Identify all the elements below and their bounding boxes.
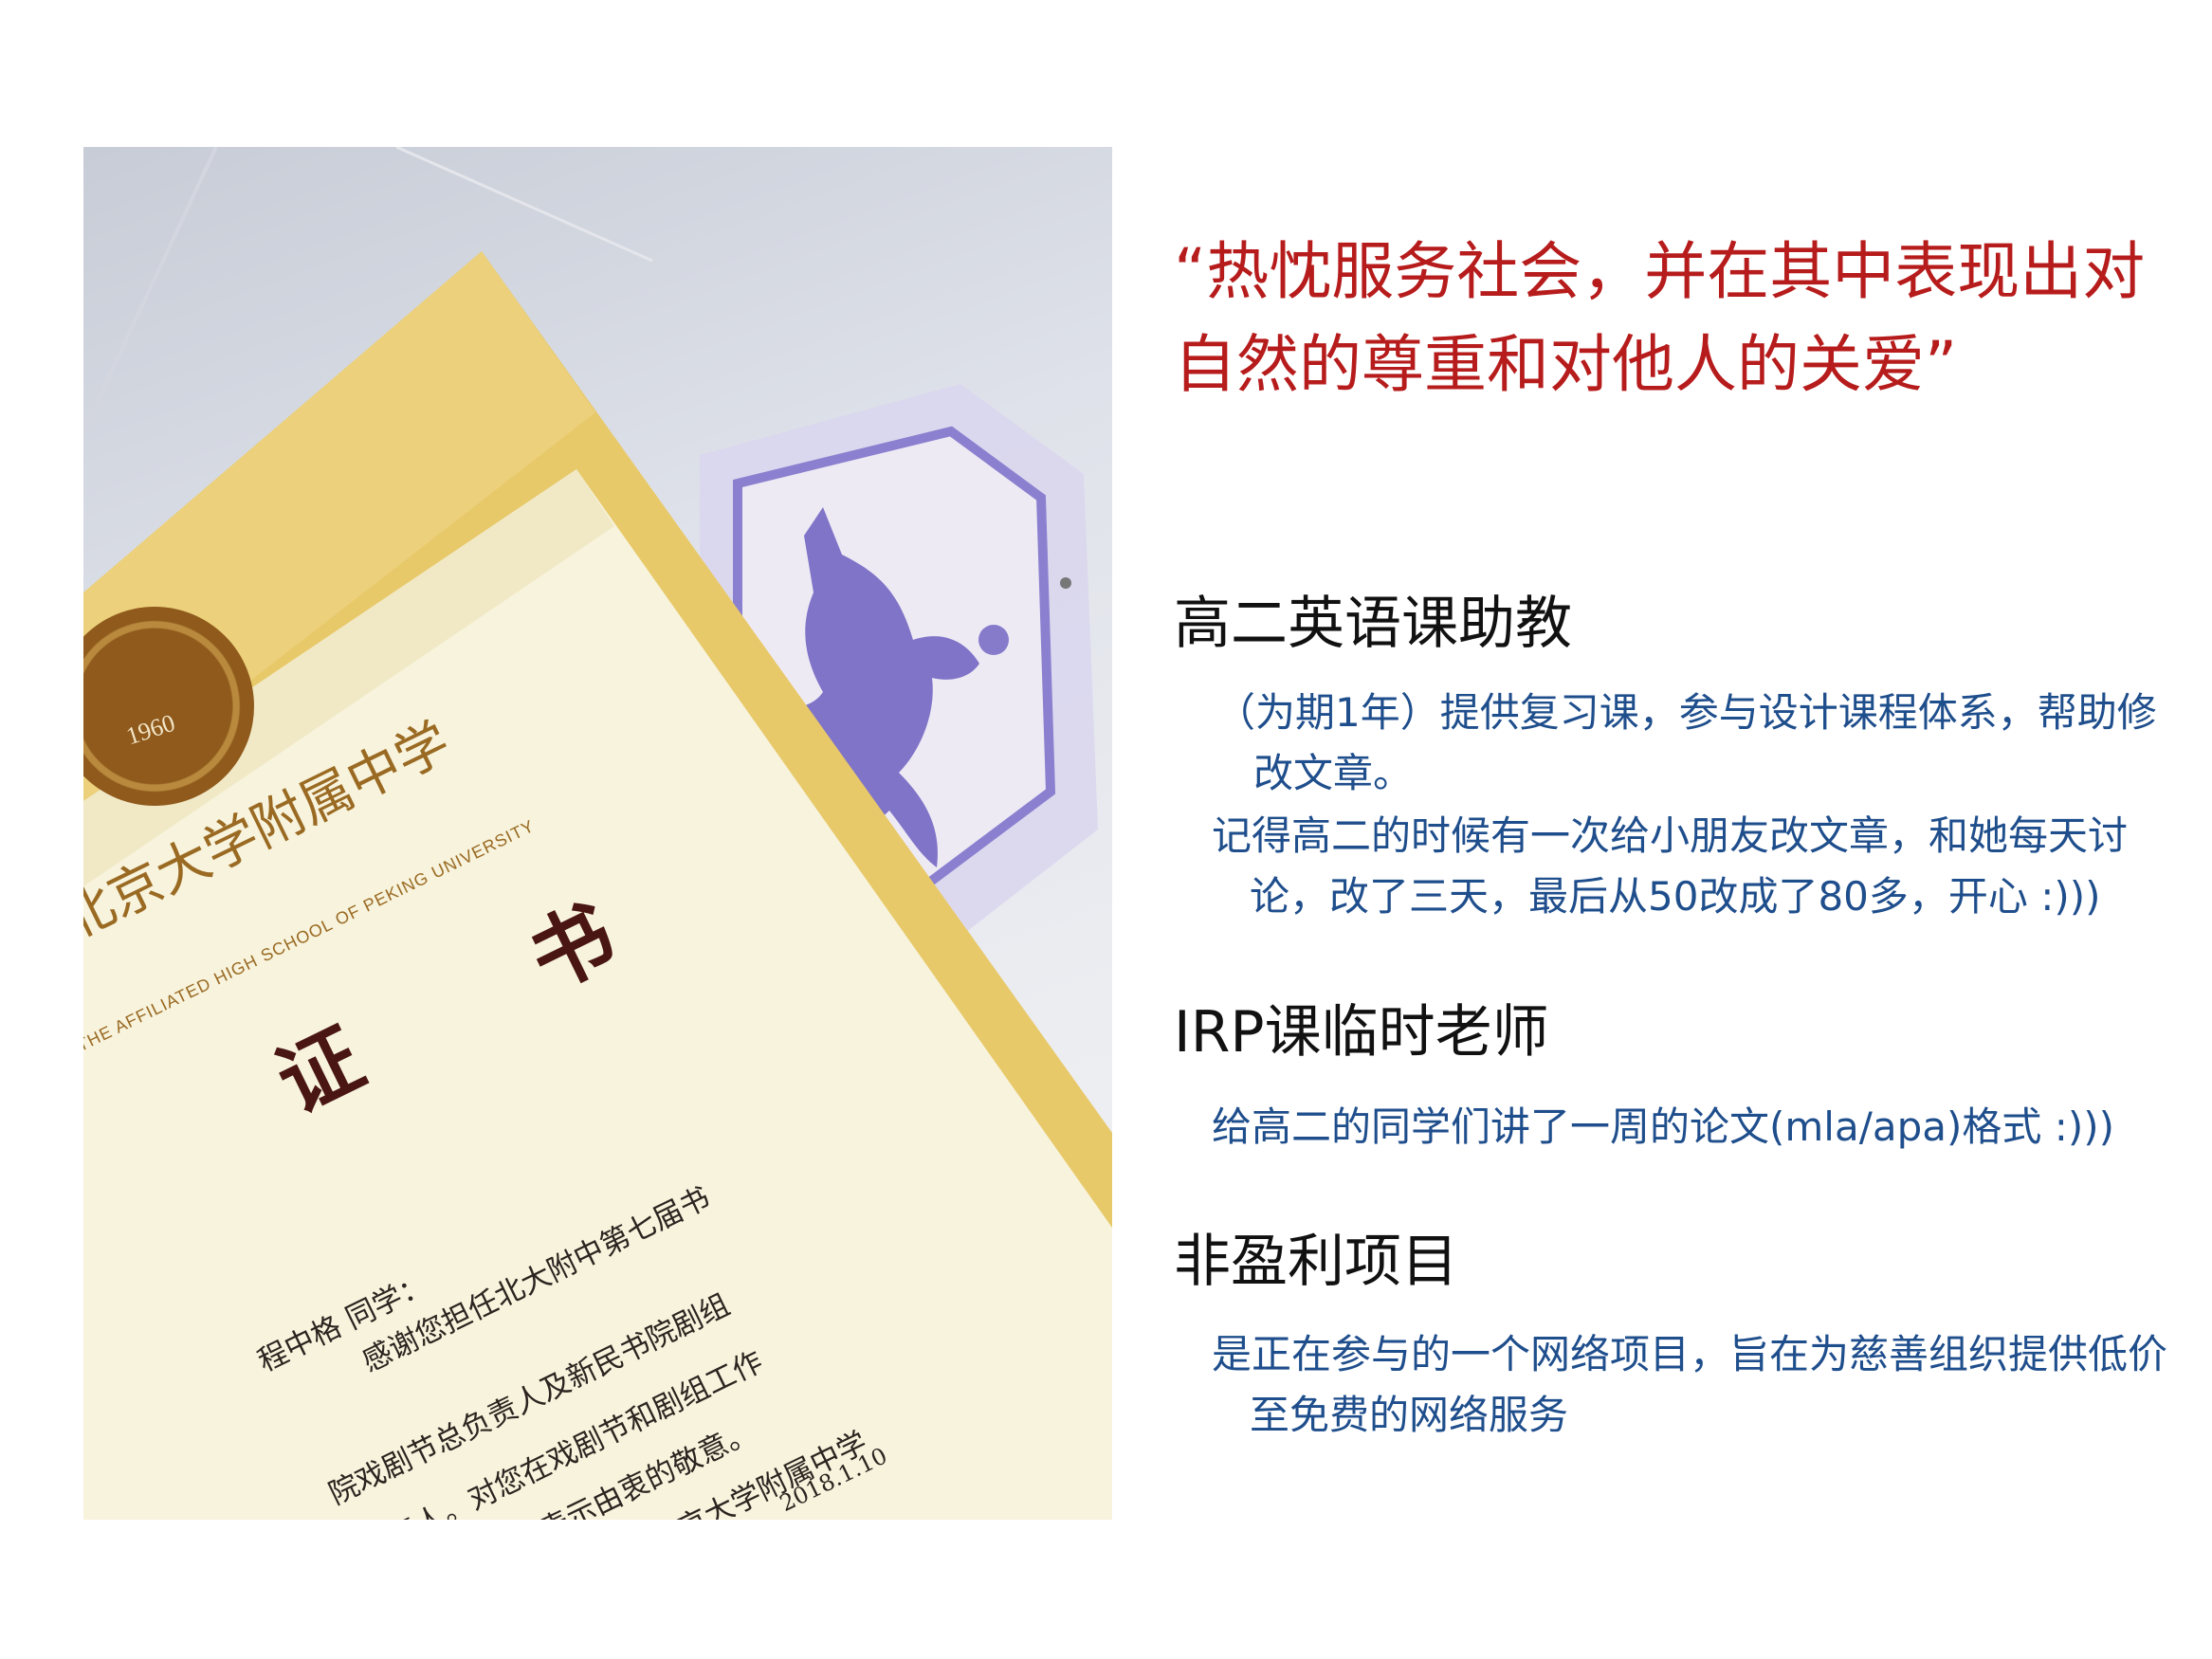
section-paragraph: 给高二的同学们讲了一周的论文(mla/apa)格式 :))) xyxy=(1212,1103,2115,1150)
highlight-quote: “热忱服务社会，并在其中表现出对自然的尊重和对他人的关爱” xyxy=(1174,235,2146,401)
photo-scene xyxy=(83,147,1112,1520)
certificate-photo: 1960 北京大学附属中学 THE AFFILIATED HIGH SCHOOL… xyxy=(83,147,1112,1520)
section-paragraph: 记得高二的时候有一次给小朋友改文章，和她每天讨论，改了三天，最后从50改成了80… xyxy=(1212,812,2129,920)
certificate-folder xyxy=(83,251,1112,1520)
section-heading-english-ta: 高二英语课助教 xyxy=(1174,591,1572,657)
section-paragraph: （为期1年）提供复习课，参与设计课程体系，帮助修改文章。 xyxy=(1216,689,2157,796)
section-heading-irp-teacher: IRP课临时老师 xyxy=(1174,999,1549,1066)
section-heading-nonprofit: 非盈利项目 xyxy=(1174,1229,1458,1295)
section-paragraph: 是正在参与的一个网络项目，旨在为慈善组织提供低价至免费的网络服务 xyxy=(1212,1331,2168,1438)
